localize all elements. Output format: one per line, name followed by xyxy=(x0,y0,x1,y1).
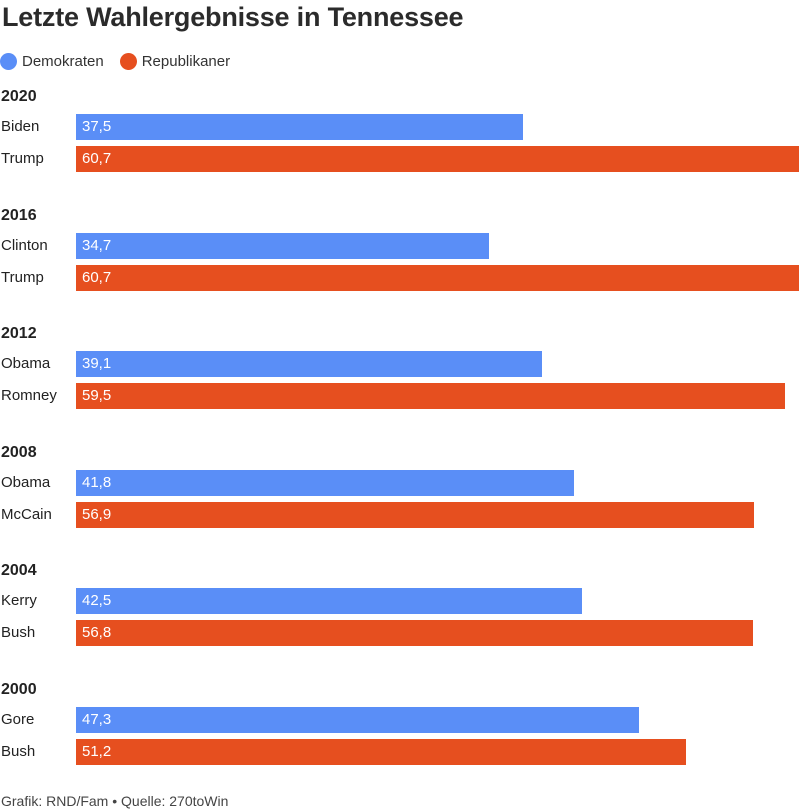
value-label-2012-romney: 59,5 xyxy=(82,383,111,409)
bar-2012-romney xyxy=(76,383,785,409)
value-label-2012-obama: 39,1 xyxy=(82,351,111,377)
legend-item-demokraten: Demokraten xyxy=(0,53,104,70)
bar-2016-trump xyxy=(76,265,799,291)
value-label-2008-mccain: 56,9 xyxy=(82,502,111,528)
candidate-label-2008-obama: Obama xyxy=(1,474,50,491)
year-label-2008: 2008 xyxy=(1,444,37,462)
bar-2008-obama xyxy=(76,470,574,496)
value-label-2008-obama: 41,8 xyxy=(82,470,111,496)
bar-2000-bush xyxy=(76,739,686,765)
value-label-2020-biden: 37,5 xyxy=(82,114,111,140)
legend-swatch-demokraten xyxy=(0,53,17,70)
candidate-label-2012-obama: Obama xyxy=(1,355,50,372)
value-label-2000-gore: 47,3 xyxy=(82,707,111,733)
candidate-label-2016-clinton: Clinton xyxy=(1,237,48,254)
candidate-label-2000-gore: Gore xyxy=(1,711,34,728)
source-note: Grafik: RND/Fam • Quelle: 270toWin xyxy=(1,793,228,809)
year-label-2020: 2020 xyxy=(1,88,37,106)
bar-2008-mccain xyxy=(76,502,754,528)
legend-item-republikaner: Republikaner xyxy=(120,53,230,70)
bar-2012-obama xyxy=(76,351,542,377)
bar-2000-gore xyxy=(76,707,639,733)
bar-2016-clinton xyxy=(76,233,489,259)
legend-label-demokraten: Demokraten xyxy=(22,53,104,70)
candidate-label-2000-bush: Bush xyxy=(1,743,35,760)
value-label-2016-clinton: 34,7 xyxy=(82,233,111,259)
candidate-label-2020-trump: Trump xyxy=(1,150,44,167)
candidate-label-2016-trump: Trump xyxy=(1,269,44,286)
bar-2020-trump xyxy=(76,146,799,172)
legend-swatch-republikaner xyxy=(120,53,137,70)
value-label-2016-trump: 60,7 xyxy=(82,265,111,291)
legend-label-republikaner: Republikaner xyxy=(142,53,230,70)
value-label-2004-kerry: 42,5 xyxy=(82,588,111,614)
year-label-2000: 2000 xyxy=(1,681,37,699)
candidate-label-2008-mccain: McCain xyxy=(1,506,52,523)
candidate-label-2012-romney: Romney xyxy=(1,387,57,404)
chart-title: Letzte Wahlergebnisse in Tennessee xyxy=(2,2,463,33)
candidate-label-2004-kerry: Kerry xyxy=(1,592,37,609)
bar-2020-biden xyxy=(76,114,523,140)
legend: Demokraten Republikaner xyxy=(0,50,246,72)
year-label-2016: 2016 xyxy=(1,207,37,225)
bar-2004-kerry xyxy=(76,588,582,614)
value-label-2020-trump: 60,7 xyxy=(82,146,111,172)
candidate-label-2004-bush: Bush xyxy=(1,624,35,641)
year-label-2004: 2004 xyxy=(1,562,37,580)
year-label-2012: 2012 xyxy=(1,325,37,343)
candidate-label-2020-biden: Biden xyxy=(1,118,39,135)
bar-2004-bush xyxy=(76,620,753,646)
value-label-2000-bush: 51,2 xyxy=(82,739,111,765)
value-label-2004-bush: 56,8 xyxy=(82,620,111,646)
